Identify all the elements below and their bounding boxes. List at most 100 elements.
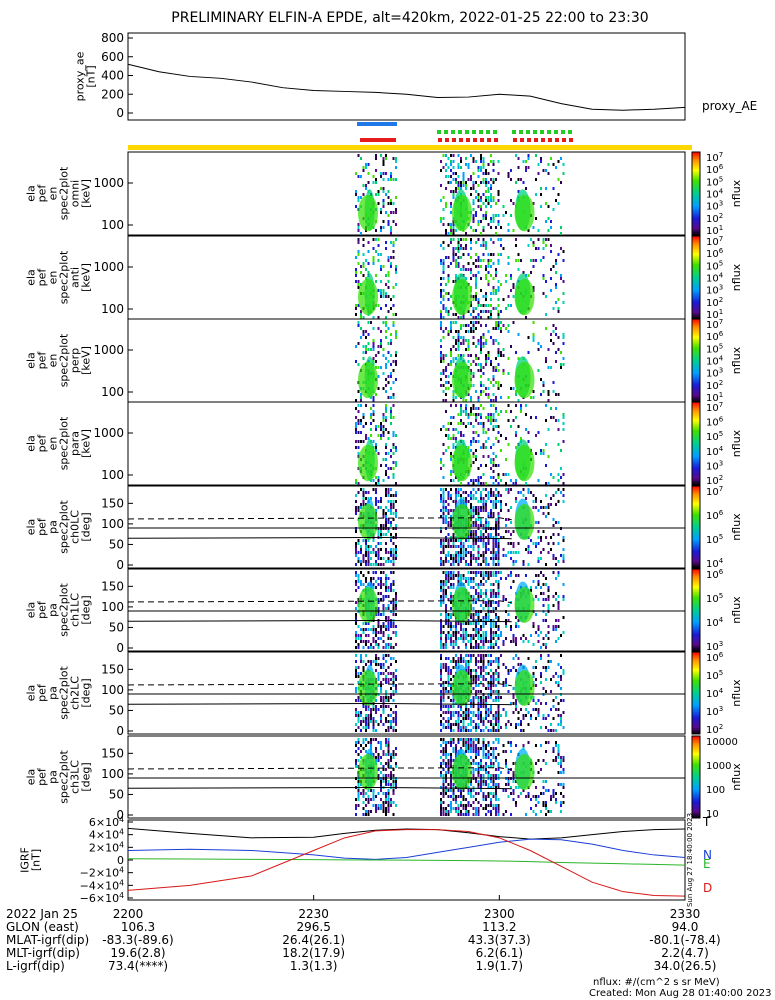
spectrogram-cell	[545, 717, 547, 720]
spectrogram-cell	[492, 443, 495, 446]
spectrogram-cell	[382, 387, 385, 390]
spectrogram-cell	[385, 654, 387, 657]
spectrogram-cell	[507, 175, 510, 178]
spectrogram-cell	[497, 705, 500, 708]
spectrogram-cell	[540, 259, 542, 262]
spectrogram-cell	[477, 259, 480, 262]
spectrogram-cell	[450, 416, 452, 419]
spectrogram-cell	[480, 539, 482, 542]
loss-cone-dashed	[127, 600, 512, 604]
spectrogram-cell	[485, 687, 487, 690]
spectrogram-cell	[495, 804, 497, 807]
spectrogram-cell	[562, 536, 565, 539]
spectrogram-cell	[462, 807, 465, 810]
spectrogram-cell	[540, 654, 542, 657]
spectrogram-cell	[525, 169, 527, 172]
spectrogram-cell	[515, 643, 517, 646]
spectrogram-core	[358, 586, 378, 624]
spectrogram-cell	[547, 542, 550, 545]
spectrogram-cell	[492, 684, 495, 687]
spectrogram-cell	[387, 759, 390, 762]
panel-frame	[127, 235, 686, 320]
spectrogram-cell	[535, 416, 537, 419]
spectrogram-cell	[537, 238, 540, 241]
spectrogram-cell	[355, 669, 357, 672]
spectrogram-cell	[395, 592, 397, 595]
spectrogram-cell	[505, 211, 507, 214]
spectrogram-cell	[550, 366, 552, 369]
spectrogram-cell	[477, 220, 480, 223]
spectrogram-cell	[470, 187, 472, 190]
spectrogram-cell	[502, 372, 505, 375]
spectrogram-cell	[447, 634, 450, 637]
spectrogram-cell	[475, 696, 477, 699]
spectrogram-cell	[510, 628, 512, 631]
spectrogram-cell	[440, 666, 442, 669]
spectrogram-cell	[465, 726, 467, 729]
spectrogram-cell	[495, 455, 497, 458]
spectrogram-cell	[455, 488, 457, 491]
spectrogram-cell	[465, 339, 467, 342]
spectrogram-cell	[392, 202, 395, 205]
spectrogram-cell	[475, 455, 477, 458]
spectrogram-cell	[542, 548, 545, 551]
spectrogram-cell	[487, 753, 490, 756]
spectrogram-cell	[452, 396, 455, 399]
spectrogram-cell	[355, 666, 357, 669]
spectrogram-cell	[385, 792, 387, 795]
spectrogram-cell	[365, 643, 367, 646]
spectrogram-cell	[480, 554, 482, 557]
spectrogram-cell	[540, 539, 542, 542]
spectrogram-cell	[390, 202, 392, 205]
spectrogram-cell	[355, 530, 357, 533]
spectrogram-cell	[497, 539, 500, 542]
spectrogram-cell	[497, 563, 500, 566]
spectrogram-cell	[440, 684, 442, 687]
spectrogram-cell	[445, 720, 447, 723]
spectrogram-cell	[512, 637, 515, 640]
spectrogram-cell	[552, 494, 555, 497]
spectrogram-cell	[487, 199, 490, 202]
spectrogram-cell	[355, 798, 357, 801]
spectrogram-core	[358, 278, 378, 316]
spectrogram-cell	[475, 321, 477, 324]
spectrogram-cell	[380, 628, 382, 631]
spectrogram-cell	[372, 577, 375, 580]
spectrogram-cell	[507, 443, 510, 446]
spectrogram-cell	[545, 295, 547, 298]
spectrogram-cell	[472, 461, 475, 464]
spectrogram-cell	[535, 666, 537, 669]
spectrogram-cell	[357, 363, 360, 366]
spectrogram-cell	[472, 539, 475, 542]
spectrogram-cell	[457, 646, 460, 649]
spectrogram-cell	[515, 500, 517, 503]
spectrogram-cell	[367, 723, 370, 726]
spectrogram-cell	[482, 554, 485, 557]
spectrogram-cell	[380, 690, 382, 693]
spectrogram-cell	[450, 458, 452, 461]
spectrogram-cell	[372, 259, 375, 262]
spectrogram-cell	[532, 265, 535, 268]
spectrogram-cell	[447, 753, 450, 756]
spectrogram-cell	[475, 539, 477, 542]
spectrogram-cell	[460, 434, 462, 437]
colorbar-tick-label: 107	[706, 235, 723, 248]
spectrogram-cell	[470, 783, 472, 786]
spectrogram-cell	[440, 220, 442, 223]
spectrogram-cell	[477, 631, 480, 634]
axis-label-line: ela	[25, 519, 38, 536]
spectrogram-cell	[450, 226, 452, 229]
spectrogram-cell	[465, 330, 467, 333]
spectrogram-cell	[495, 657, 497, 660]
spectrogram-cell	[440, 774, 442, 777]
spectrogram-cell	[527, 351, 530, 354]
spectrogram-cell	[475, 518, 477, 521]
spectrogram-cell	[385, 283, 387, 286]
spectrogram-cell	[515, 708, 517, 711]
spectrogram-cell	[470, 654, 472, 657]
spectrogram-cell	[487, 571, 490, 574]
spectrogram-cell	[485, 181, 487, 184]
spectrogram-cell	[360, 750, 362, 753]
spectrogram-cell	[387, 744, 390, 747]
spectrogram-cell	[385, 774, 387, 777]
